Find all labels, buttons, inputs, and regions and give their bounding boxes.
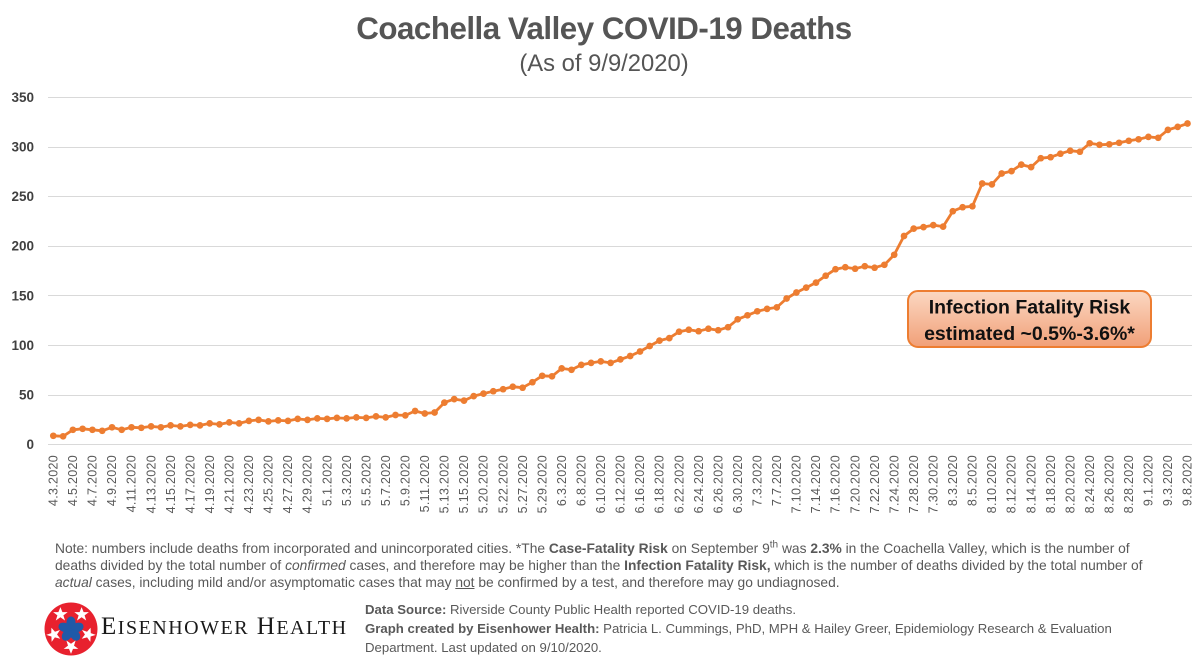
svg-text:Infection Fatality Risk: Infection Fatality Risk: [929, 297, 1131, 319]
svg-text:4.17.2020: 4.17.2020: [183, 455, 197, 513]
svg-text:250: 250: [11, 189, 34, 204]
svg-text:5.11.2020: 5.11.2020: [418, 455, 432, 512]
svg-text:4.15.2020: 4.15.2020: [164, 455, 178, 513]
svg-text:0: 0: [26, 437, 34, 452]
svg-text:5.7.2020: 5.7.2020: [379, 455, 393, 506]
svg-text:7.24.2020: 7.24.2020: [887, 455, 901, 513]
svg-text:100: 100: [11, 338, 34, 353]
svg-text:5.29.2020: 5.29.2020: [535, 455, 549, 513]
svg-text:8.3.2020: 8.3.2020: [946, 455, 960, 506]
svg-text:9.3.2020: 9.3.2020: [1161, 455, 1175, 506]
svg-text:4.29.2020: 4.29.2020: [301, 455, 315, 513]
svg-text:6.8.2020: 6.8.2020: [575, 455, 589, 506]
svg-text:8.24.2020: 8.24.2020: [1083, 455, 1097, 513]
svg-text:6.22.2020: 6.22.2020: [672, 455, 686, 513]
svg-text:5.20.2020: 5.20.2020: [477, 455, 491, 513]
svg-text:8.20.2020: 8.20.2020: [1063, 455, 1077, 513]
svg-text:9.1.2020: 9.1.2020: [1142, 455, 1156, 506]
svg-text:8.26.2020: 8.26.2020: [1103, 455, 1117, 513]
svg-text:8.12.2020: 8.12.2020: [1005, 455, 1019, 513]
svg-text:50: 50: [19, 387, 34, 402]
svg-text:6.26.2020: 6.26.2020: [711, 455, 725, 513]
svg-text:6.16.2020: 6.16.2020: [633, 455, 647, 513]
svg-text:7.14.2020: 7.14.2020: [809, 455, 823, 513]
svg-text:8.18.2020: 8.18.2020: [1044, 455, 1058, 513]
svg-text:4.23.2020: 4.23.2020: [242, 455, 256, 513]
svg-text:4.5.2020: 4.5.2020: [66, 455, 80, 506]
svg-text:estimated ~0.5%-3.6%*: estimated ~0.5%-3.6%*: [924, 323, 1135, 345]
svg-text:4.13.2020: 4.13.2020: [144, 455, 158, 513]
svg-text:200: 200: [11, 239, 34, 254]
svg-text:8.14.2020: 8.14.2020: [1024, 455, 1038, 513]
svg-text:4.3.2020: 4.3.2020: [47, 455, 61, 506]
svg-text:300: 300: [11, 140, 34, 155]
svg-text:8.28.2020: 8.28.2020: [1122, 455, 1136, 513]
svg-text:7.10.2020: 7.10.2020: [790, 455, 804, 513]
svg-text:4.9.2020: 4.9.2020: [105, 455, 119, 506]
svg-text:8.5.2020: 8.5.2020: [966, 455, 980, 506]
svg-text:9.8.2020: 9.8.2020: [1181, 455, 1195, 506]
svg-text:4.7.2020: 4.7.2020: [86, 455, 100, 506]
svg-text:5.5.2020: 5.5.2020: [359, 455, 373, 506]
svg-text:6.24.2020: 6.24.2020: [692, 455, 706, 513]
svg-text:4.11.2020: 4.11.2020: [125, 455, 139, 512]
svg-text:6.10.2020: 6.10.2020: [594, 455, 608, 513]
svg-text:5.9.2020: 5.9.2020: [399, 455, 413, 506]
svg-text:5.1.2020: 5.1.2020: [320, 455, 334, 506]
svg-text:7.3.2020: 7.3.2020: [751, 455, 765, 506]
svg-text:7.22.2020: 7.22.2020: [868, 455, 882, 513]
svg-text:5.15.2020: 5.15.2020: [457, 455, 471, 513]
svg-text:6.18.2020: 6.18.2020: [653, 455, 667, 513]
svg-text:7.7.2020: 7.7.2020: [770, 455, 784, 506]
svg-text:5.27.2020: 5.27.2020: [516, 455, 530, 513]
svg-text:4.19.2020: 4.19.2020: [203, 455, 217, 513]
svg-text:8.10.2020: 8.10.2020: [985, 455, 999, 513]
svg-text:4.27.2020: 4.27.2020: [281, 455, 295, 513]
svg-text:7.16.2020: 7.16.2020: [829, 455, 843, 513]
svg-text:7.20.2020: 7.20.2020: [848, 455, 862, 513]
svg-text:6.3.2020: 6.3.2020: [555, 455, 569, 506]
svg-text:6.12.2020: 6.12.2020: [614, 455, 628, 513]
svg-text:5.22.2020: 5.22.2020: [496, 455, 510, 513]
svg-text:350: 350: [11, 90, 34, 105]
svg-text:5.13.2020: 5.13.2020: [438, 455, 452, 513]
svg-text:4.25.2020: 4.25.2020: [262, 455, 276, 513]
svg-text:6.30.2020: 6.30.2020: [731, 455, 745, 513]
svg-text:5.3.2020: 5.3.2020: [340, 455, 354, 506]
svg-text:7.28.2020: 7.28.2020: [907, 455, 921, 513]
svg-text:7.30.2020: 7.30.2020: [927, 455, 941, 513]
svg-text:150: 150: [11, 288, 34, 303]
svg-text:4.21.2020: 4.21.2020: [223, 455, 237, 513]
